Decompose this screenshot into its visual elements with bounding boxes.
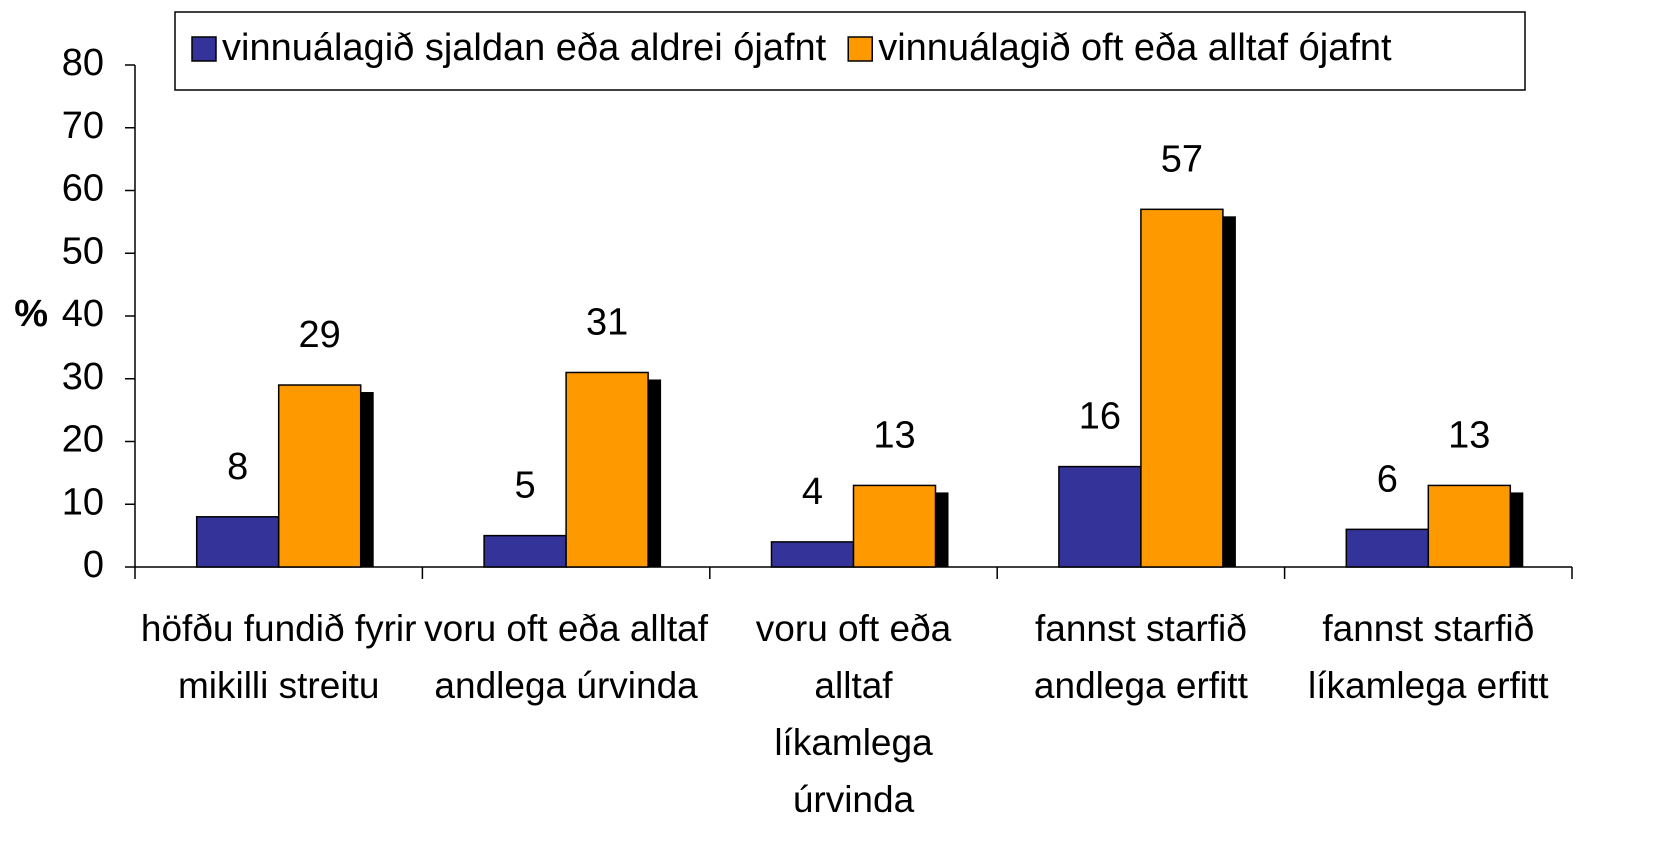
y-tick-label: 10 — [62, 481, 104, 523]
y-axis-label: % — [14, 293, 48, 335]
data-label: 16 — [1079, 396, 1121, 438]
y-tick-label: 50 — [62, 230, 104, 272]
legend-label: vinnuálagið sjaldan eða aldrei ójafnt — [222, 27, 827, 69]
bar — [483, 534, 567, 568]
data-label: 31 — [586, 302, 628, 344]
y-tick-label: 80 — [62, 42, 104, 84]
x-tick-label: voru oft eða alltaf andlega úrvinda — [424, 608, 709, 706]
data-label: 8 — [227, 446, 248, 488]
y-tick-label: 30 — [62, 356, 104, 398]
bar — [852, 484, 937, 568]
data-label: 5 — [515, 465, 536, 507]
bar — [565, 371, 649, 568]
x-tick-label: fannst starfið líkamlega erfitt — [1308, 608, 1549, 706]
legend-label: vinnuálagið oft eða alltaf ójafnt — [878, 27, 1392, 69]
data-label: 13 — [1448, 414, 1490, 456]
y-tick-label: 60 — [62, 168, 104, 210]
y-tick-label: 70 — [62, 105, 104, 147]
x-tick-label: höfðu fundið fyrir mikilli streitu — [140, 608, 417, 706]
data-label: 29 — [299, 314, 341, 356]
bar — [1427, 484, 1512, 568]
bar — [770, 541, 855, 568]
bar — [277, 384, 362, 568]
x-tick-label: fannst starfið andlega erfitt — [1033, 608, 1248, 706]
bar — [1058, 465, 1142, 568]
y-tick-label: 40 — [62, 293, 104, 335]
bar — [1140, 208, 1224, 568]
bar — [195, 516, 280, 568]
legend-swatch — [847, 36, 873, 62]
y-tick-label: 0 — [83, 544, 104, 586]
data-label: 57 — [1161, 138, 1203, 180]
bar — [1345, 528, 1430, 568]
y-tick-label: 20 — [62, 419, 104, 461]
data-label: 6 — [1377, 458, 1398, 500]
data-label: 13 — [873, 414, 915, 456]
data-label: 4 — [802, 471, 823, 513]
x-tick-label: voru oft eða alltaf líkamlega úrvinda — [755, 608, 952, 820]
legend-swatch — [191, 36, 217, 62]
